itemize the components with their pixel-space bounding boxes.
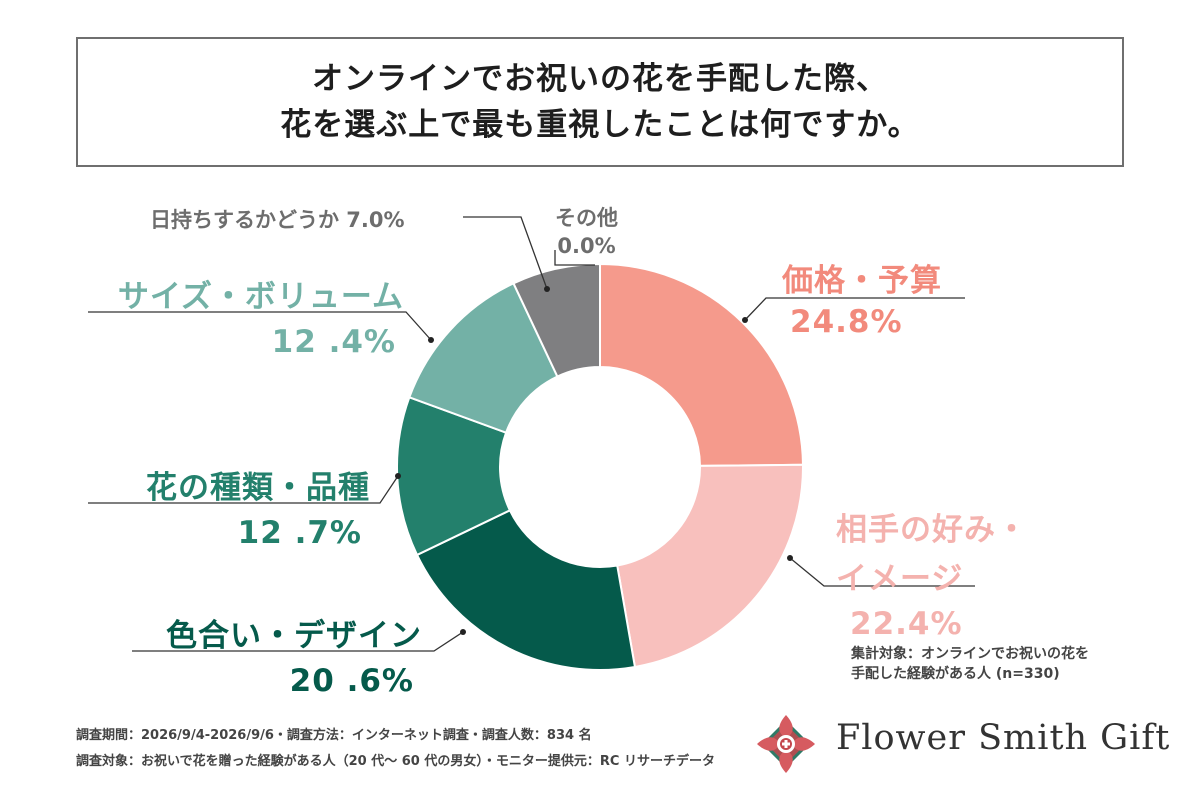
label-pref: 相手の好み・ イメージ 22.4% [836,504,1028,642]
donut-slice-0 [599,262,804,467]
label-other: その他 0.0% [555,204,618,260]
sample-note: 集計対象：オンラインでお祝いの花を 手配した経験がある人 (n=330) [851,644,1089,684]
label-price-value: 24.8% [790,304,903,340]
leader-dot-kind [395,473,401,479]
flower-logo-icon [757,715,815,773]
label-design-value: 20 .6% [289,663,414,699]
leader-dot-design [460,629,466,635]
leader-dot-pref [787,555,793,561]
leader-dot-size [428,337,434,343]
leader-line-other [554,250,595,266]
leader-line-design [132,631,464,652]
donut-slice-2 [415,508,637,671]
label-size: サイズ・ボリューム 12 .4% [92,271,404,360]
label-size-name: サイズ・ボリューム [117,279,404,315]
label-other-value: 0.0% [557,234,616,258]
label-design-name: 色合い・デザイン [166,618,422,654]
label-price-name: 価格・予算 [782,263,942,299]
label-kind-name: 花の種類・品種 [146,470,370,506]
label-size-value: 12 .4% [271,324,396,360]
leader-line-life [463,216,548,290]
sample-note-line-2: 手配した経験がある人 (n=330) [851,666,1060,682]
donut-slice-1 [616,463,804,669]
sample-note-line-1: 集計対象：オンラインでお祝いの花を [851,646,1089,662]
label-life: 日持ちするかどうか 7.0% [150,208,405,232]
leader-line-kind [88,475,399,504]
label-pref-name-2: イメージ [836,561,964,597]
leader-line-pref [789,557,975,587]
label-price: 価格・予算 24.8% [782,255,942,340]
title-line-1: オンラインでお祝いの花を手配した際、 [312,61,888,97]
label-kind-value: 12 .7% [237,515,362,551]
label-kind: 花の種類・品種 12 .7% [120,462,370,551]
label-other-name: その他 [555,206,618,230]
leader-dot-life [544,286,550,292]
label-pref-value: 22.4% [850,606,963,642]
footer-survey-period: 調査期間：2026/9/4-2026/9/6・調査方法：インターネット調査・調査… [76,728,592,743]
leader-line-size [88,311,432,341]
leader-dot-price [742,317,748,323]
label-pref-name-1: 相手の好み・ [836,512,1028,548]
footer-survey-target: 調査対象：お祝いで花を贈った経験がある人（20 代～ 60 代の男女）・モニター… [76,754,715,769]
title-line-2: 花を選ぶ上で最も重視したことは何ですか。 [280,107,920,143]
donut-slices [396,262,804,671]
leader-line-price [744,297,965,321]
label-design: 色合い・デザイン 20 .6% [152,610,422,699]
leader-lines [88,216,975,652]
title-box: オンラインでお祝いの花を手配した際、 花を選ぶ上で最も重視したことは何ですか。 [76,37,1124,167]
brand-name: Flower Smith Gift [836,718,1171,758]
